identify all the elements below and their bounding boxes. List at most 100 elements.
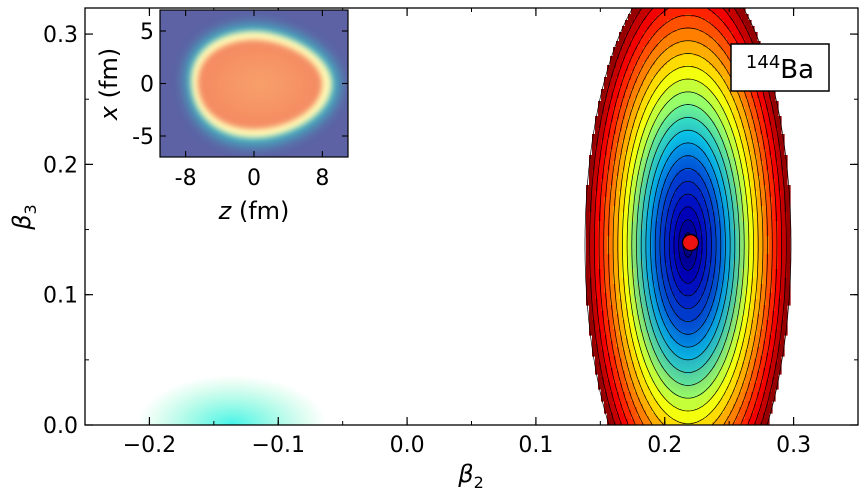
- pes-band-cell: [607, 86, 614, 90]
- pes-band-cell: [622, 176, 629, 180]
- pes-band-cell: [586, 284, 593, 288]
- pes-band-cell: [757, 419, 764, 423]
- pes-band-cell: [778, 359, 782, 363]
- pes-band-cell: [667, 62, 710, 66]
- pes-band-cell: [619, 230, 623, 234]
- pes-band-cell: [763, 374, 770, 378]
- pes-band-cell: [619, 38, 626, 42]
- pes-band-cell: [742, 173, 749, 177]
- pes-band-cell: [733, 128, 740, 132]
- pes-band-cell: [784, 185, 791, 189]
- pes-band-cell: [595, 281, 602, 285]
- pes-band-cell: [613, 170, 620, 174]
- pes-band-cell: [778, 308, 785, 312]
- pes-band-cell: [613, 161, 620, 165]
- pes-band-cell: [610, 260, 614, 264]
- pes-band-cell: [595, 284, 602, 288]
- pes-band-cell: [760, 308, 764, 312]
- pes-band-cell: [634, 35, 644, 39]
- pes-band-cell: [586, 254, 590, 258]
- pes-band-cell: [613, 86, 620, 90]
- pes-band-cell: [649, 83, 659, 87]
- pes-band-cell: [634, 389, 644, 393]
- pes-band-cell: [742, 314, 749, 318]
- pes-band-cell: [760, 338, 767, 342]
- pes-band-cell: [748, 179, 755, 183]
- pes-band-cell: [736, 167, 743, 171]
- pes-band-cell: [637, 128, 644, 132]
- pes-band-cell: [763, 146, 770, 150]
- pes-band-cell: [769, 122, 776, 126]
- pes-band-cell: [616, 341, 623, 345]
- pes-band-cell: [739, 377, 746, 381]
- pes-band-cell: [625, 116, 629, 120]
- pes-band-cell: [625, 293, 632, 297]
- pes-band-cell: [643, 110, 653, 114]
- pes-band-cell: [757, 233, 764, 237]
- pes-band-cell: [760, 119, 764, 123]
- pes-band-cell: [598, 260, 605, 264]
- pes-band-cell: [607, 236, 614, 240]
- pes-band-cell: [619, 242, 623, 246]
- pes-band-cell: [595, 371, 602, 375]
- pes-band-cell: [622, 362, 629, 366]
- pes-band-cell: [784, 287, 791, 291]
- pes-band-cell: [649, 53, 662, 57]
- pes-band-cell: [595, 233, 599, 237]
- pes-band-cell: [586, 185, 593, 189]
- pes-band-cell: [763, 167, 767, 171]
- pes-band-cell: [619, 215, 623, 219]
- pes-band-cell: [751, 329, 758, 333]
- pes-band-cell: [625, 335, 632, 339]
- pes-band-cell: [751, 161, 758, 165]
- pes-band-cell: [640, 68, 650, 72]
- pes-band-cell: [718, 416, 728, 420]
- pes-band-cell: [784, 191, 791, 195]
- pes-band-cell: [778, 164, 782, 168]
- pes-band-cell: [601, 149, 608, 153]
- pes-band-cell: [589, 176, 593, 180]
- pes-band-cell: [715, 392, 725, 396]
- pes-band-cell: [631, 41, 641, 45]
- x-tick-label: 0.2: [647, 433, 682, 458]
- pes-band-cell: [613, 182, 617, 186]
- pes-band-cell: [634, 341, 641, 345]
- pes-band-cell: [616, 62, 623, 66]
- pes-band-cell: [619, 272, 623, 276]
- pes-band-cell: [610, 125, 617, 129]
- pes-band-cell: [772, 164, 779, 168]
- pes-band-cell: [757, 200, 761, 204]
- pes-band-cell: [592, 287, 596, 291]
- pes-band-cell: [646, 44, 659, 48]
- pes-band-cell: [628, 368, 635, 372]
- pes-band-cell: [772, 377, 779, 381]
- pes-band-cell: [589, 164, 596, 168]
- pes-band-cell: [619, 107, 626, 111]
- inset-x-axis-label: z (fm): [218, 197, 290, 225]
- pes-band-cell: [760, 296, 767, 300]
- pes-band-cell: [631, 413, 638, 417]
- pes-band-cell: [763, 377, 770, 381]
- pes-band-cell: [607, 338, 611, 342]
- pes-band-cell: [631, 128, 638, 132]
- pes-band-cell: [706, 32, 722, 36]
- pes-band-cell: [724, 35, 734, 39]
- pes-band-cell: [769, 368, 776, 372]
- pes-band-cell: [634, 344, 641, 348]
- pes-band-cell: [592, 317, 599, 321]
- pes-band-cell: [748, 140, 755, 144]
- pes-band-cell: [610, 197, 617, 201]
- pes-band-cell: [619, 317, 623, 321]
- pes-band-cell: [748, 386, 755, 390]
- pes-band-cell: [742, 341, 749, 345]
- pes-band-cell: [757, 92, 764, 96]
- pes-band-cell: [598, 374, 602, 378]
- pes-band-cell: [646, 125, 653, 129]
- pes-band-cell: [760, 341, 764, 345]
- pes-band-cell: [619, 203, 626, 207]
- pes-band-cell: [637, 62, 644, 66]
- pes-band-cell: [775, 197, 782, 201]
- pes-band-cell: [607, 248, 614, 252]
- pes-band-cell: [751, 188, 755, 192]
- pes-band-cell: [640, 419, 650, 423]
